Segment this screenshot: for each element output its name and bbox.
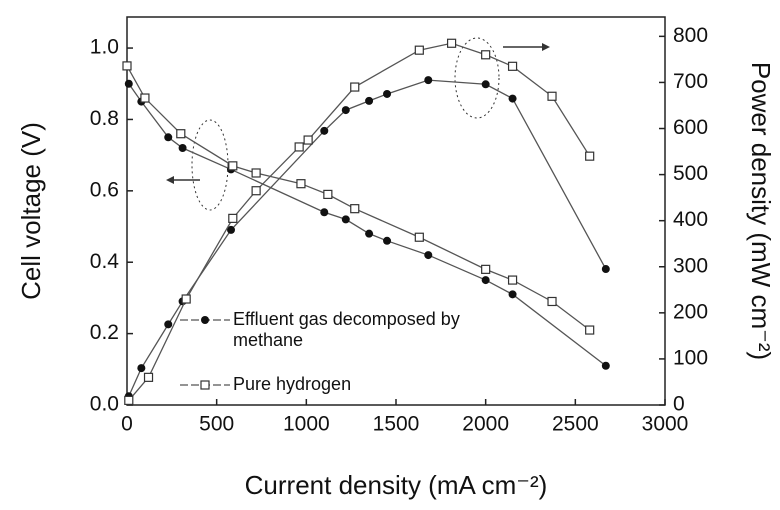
y2-tick-label: 500 [673,162,708,185]
y2-tick-label: 400 [673,208,708,231]
x-tick-label: 0 [121,413,133,436]
data-point [251,168,261,178]
data-point [341,106,350,115]
data-point [124,395,134,405]
y2-tick-label: 0 [673,393,685,416]
y2-tick-label: 300 [673,254,708,277]
x-tick-label: 2500 [552,413,599,436]
data-point [601,361,610,370]
data-point [178,143,187,152]
data-point [251,186,261,196]
data-point [585,325,595,335]
y2-tick-label: 100 [673,346,708,369]
y-tick-label: 0.0 [90,393,119,416]
y-axis-label: Cell voltage (V) [16,122,46,300]
y2-tick-label: 600 [673,116,708,139]
data-point [350,82,360,92]
data-point [228,213,238,223]
x-tick-label: 1500 [373,413,420,436]
data-point [296,179,306,189]
data-point [350,204,360,214]
data-point [481,50,491,60]
y-tick-label: 0.8 [90,107,119,130]
data-point [124,79,133,88]
x-axis-label: Current density (mA cm⁻²) [245,470,548,500]
y2-axis-label: Power density (mW cm⁻²) [746,62,776,360]
annotation-arrowhead [542,43,550,51]
annotation-ellipse [191,119,229,211]
data-point [320,126,329,135]
legend-marker [200,380,210,390]
y-tick-label: 0.2 [90,321,119,344]
data-point [341,215,350,224]
data-point [507,61,518,71]
y2-tick-label: 200 [673,300,708,323]
data-point [294,142,304,152]
data-point [365,96,374,105]
data-point [228,161,238,171]
y2-tick-label: 700 [673,70,708,93]
data-point [601,265,610,274]
data-point [481,80,490,89]
data-point [122,61,132,71]
data-point [303,135,313,145]
data-point [383,89,392,98]
data-point [164,133,173,142]
data-point [507,275,518,285]
data-point [323,189,333,200]
data-point [481,264,491,274]
data-point [547,91,557,101]
data-point [227,225,236,234]
data-point [143,372,154,382]
data-point [585,151,595,161]
legend-label: Effluent gas decomposed by methane [233,309,460,350]
y2-tick-label: 800 [673,24,708,47]
data-point [164,320,173,329]
data-point [508,290,517,299]
data-point [176,129,186,139]
data-point [547,296,557,307]
data-point [414,45,424,55]
annotation-arrowhead [166,176,174,184]
x-tick-label: 3000 [642,413,689,436]
y-tick-label: 1.0 [90,36,119,59]
data-point [414,232,424,242]
y-tick-label: 0.4 [90,250,120,273]
data-point [137,364,146,373]
data-point [320,208,329,217]
data-point [181,294,191,304]
data-point [383,236,392,245]
data-point [365,229,374,238]
data-point [424,251,433,260]
x-tick-label: 2000 [462,413,509,436]
x-tick-label: 500 [199,413,234,436]
legend-marker [201,316,209,324]
data-point [481,276,490,285]
data-point [446,38,457,48]
x-tick-label: 1000 [283,413,330,436]
legend-label: Pure hydrogen [233,374,352,394]
data-point [424,76,433,85]
data-point [508,94,517,103]
data-point [140,93,150,103]
annotation-ellipse [454,37,500,119]
y-tick-label: 0.6 [90,178,119,201]
